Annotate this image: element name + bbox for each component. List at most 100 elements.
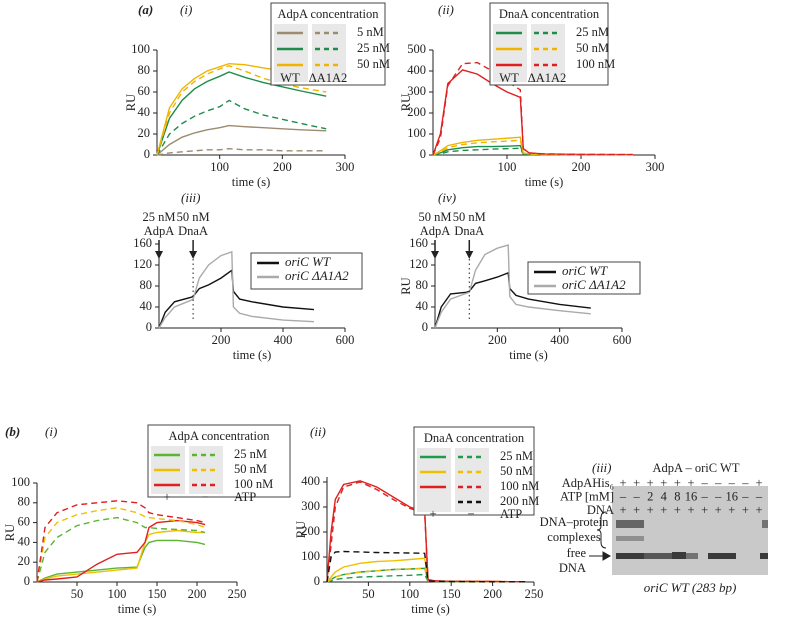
annotation: 50 nM [419, 210, 452, 224]
gel-caption: oriC WT (283 bp) [644, 580, 737, 595]
annotation: DnaA [454, 224, 484, 238]
annotation: AdpA [420, 224, 451, 238]
gel-lane: 8 [674, 489, 680, 503]
series-line [36, 507, 206, 583]
x-tick-label: 600 [336, 333, 355, 347]
legend-cell [417, 448, 451, 512]
legend-group: ΔA1A2 [528, 71, 567, 85]
y-tick-label: 80 [138, 63, 151, 77]
gel-lane: + [687, 503, 694, 517]
series-line [36, 519, 206, 583]
brace [596, 511, 607, 549]
series-line [36, 529, 205, 583]
legend-group: WT [280, 71, 300, 85]
x-tick-label: 100 [108, 587, 127, 601]
y-tick-label: 0 [420, 147, 426, 161]
x-axis-label: time (s) [411, 602, 450, 616]
gel-annotation: complexes [547, 530, 601, 544]
series-line [156, 147, 327, 156]
x-tick-label: 400 [274, 333, 293, 347]
y-tick-label: 500 [407, 42, 426, 56]
x-tick-label: 200 [212, 333, 231, 347]
y-tick-label: 200 [301, 524, 320, 538]
gel-lane: + [687, 476, 694, 490]
x-tick-label: 600 [613, 333, 632, 347]
series-line [326, 481, 526, 583]
gel-lane: – [728, 476, 736, 490]
gel-row-label: ATP [mM] [560, 489, 614, 503]
legend-label: 100 nM [234, 477, 273, 491]
x-tick-label: 100 [400, 587, 419, 601]
series-line [156, 71, 327, 156]
legend-title: AdpA concentration [168, 429, 270, 443]
x-tick-label: 250 [228, 587, 247, 601]
legend-label: 25 nM [576, 25, 609, 39]
y-tick-label: 60 [18, 514, 31, 528]
legend-suffix: ATP [500, 507, 522, 521]
x-tick-label: 200 [572, 160, 591, 174]
y-tick-label: 60 [138, 84, 151, 98]
chart-label: (iv) [438, 190, 456, 205]
legend-label: 50 nM [576, 41, 609, 55]
legend-title: DnaA concentration [499, 7, 600, 21]
legend-label: 25 nM [357, 41, 390, 55]
legend-group: − [201, 490, 208, 504]
gel-title: AdpA – oriC WT [653, 461, 740, 475]
legend-label: oriC ΔA1A2 [562, 277, 626, 292]
y-tick-label: 0 [422, 320, 428, 334]
gel-bands [616, 520, 768, 559]
y-tick-label: 160 [409, 236, 428, 250]
gel-lane: + [755, 476, 762, 490]
y-tick-label: 0 [144, 147, 150, 161]
legend-label: 5 nM [357, 25, 384, 39]
gel-lane: – [741, 489, 749, 503]
gel-lane: + [619, 476, 626, 490]
gel-lane: + [674, 503, 681, 517]
gel-lane: – [714, 489, 722, 503]
gel-lane: + [619, 503, 626, 517]
gel-annotation: DNA–protein [540, 515, 609, 529]
legend-group: + [429, 507, 436, 521]
x-tick-label: 100 [498, 160, 517, 174]
legend-label: 100 nM [576, 57, 615, 71]
gel-lane: – [741, 476, 749, 490]
y-axis-label: RU [3, 524, 17, 541]
series-line [434, 244, 591, 329]
annotation: 50 nM [453, 210, 486, 224]
gel-lane: + [660, 503, 667, 517]
series-line [158, 269, 315, 329]
y-axis-label: RU [399, 277, 413, 294]
annotation: AdpA [144, 224, 175, 238]
y-tick-label: 100 [407, 126, 426, 140]
gel-lane: + [674, 476, 681, 490]
x-tick-label: 200 [273, 160, 292, 174]
y-tick-label: 400 [407, 63, 426, 77]
y-axis-label: RU [294, 521, 308, 538]
y-tick-label: 300 [407, 84, 426, 98]
arrow-head [431, 251, 439, 259]
annotation: DnaA [178, 224, 208, 238]
series-line [326, 550, 526, 583]
x-tick-label: 200 [188, 587, 207, 601]
y-tick-label: 100 [11, 475, 30, 489]
chart-label: (iii) [181, 190, 201, 205]
panel-label: (a) [138, 2, 153, 17]
y-tick-label: 100 [131, 42, 150, 56]
legend-box [527, 261, 641, 295]
y-tick-label: 400 [301, 474, 320, 488]
gel-lane: + [660, 476, 667, 490]
chart-label: (i) [45, 424, 57, 439]
series-line [434, 271, 591, 329]
gel-lane: + [647, 476, 654, 490]
y-tick-label: 80 [140, 278, 153, 292]
gel-lane: 4 [661, 489, 668, 503]
x-tick-label: 250 [525, 587, 544, 601]
gel-lane: – [700, 489, 708, 503]
legend-group: + [163, 490, 170, 504]
series-line [156, 99, 327, 156]
gel-lane: + [728, 503, 735, 517]
arrow [589, 551, 612, 561]
gel-lane: + [715, 503, 722, 517]
arrow-head [189, 251, 198, 259]
